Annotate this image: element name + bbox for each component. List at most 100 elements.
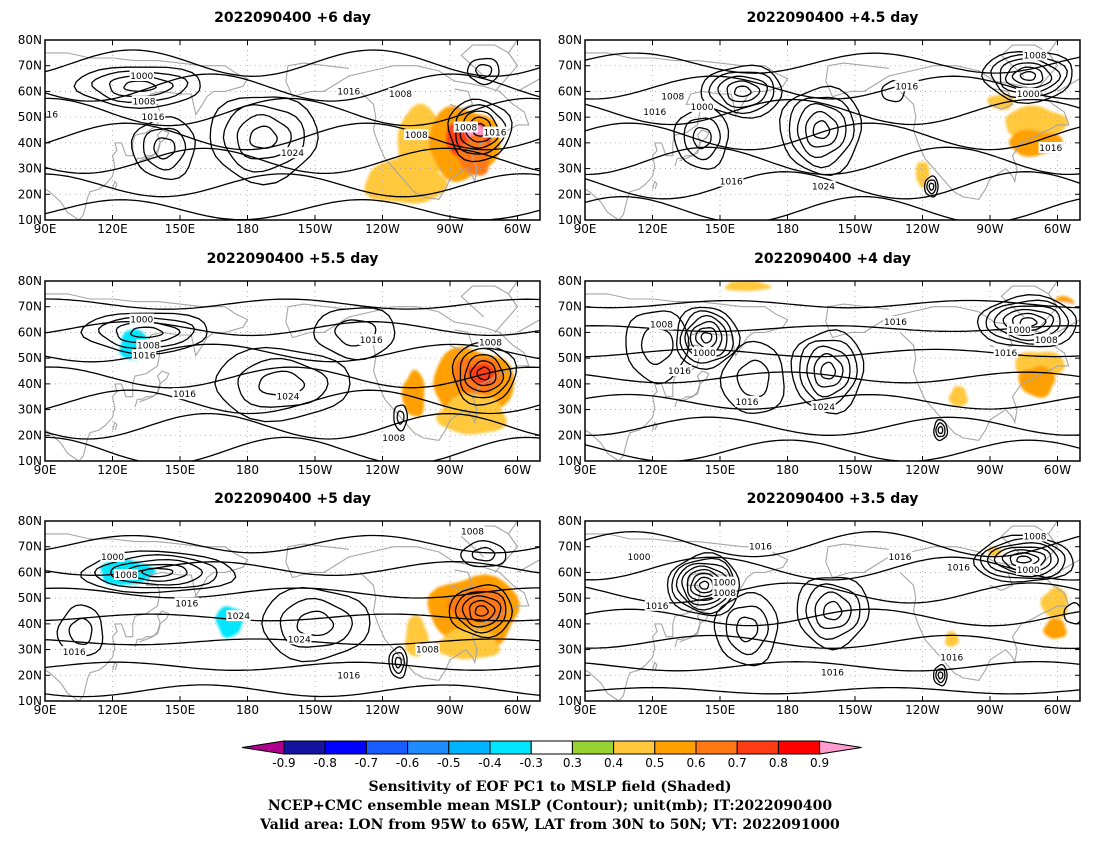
shade-blob <box>297 207 352 220</box>
closed-isobar <box>261 586 371 663</box>
coastline <box>460 44 519 92</box>
isobar <box>45 436 540 461</box>
contour-label-bg <box>100 551 125 562</box>
closed-isobar <box>130 116 196 181</box>
panel-frame <box>44 280 541 462</box>
isobar <box>585 531 1080 558</box>
closed-isobar <box>725 605 769 656</box>
lat-tick-label: 50N <box>18 351 42 365</box>
coastline <box>111 180 118 190</box>
closed-isobar <box>790 329 865 415</box>
isobar <box>45 412 540 440</box>
lat-tick-label: 60N <box>18 565 42 579</box>
isobar <box>585 122 1080 151</box>
map-area: 1000 1008 1016 016 1016 1008 1008 1008 1016 1024 <box>41 40 540 220</box>
contour-label: 1008 <box>713 589 736 599</box>
lat-tick-label: 20N <box>558 187 582 201</box>
contour-label: 1008 <box>115 571 138 581</box>
lon-tick-label: 180 <box>776 463 799 477</box>
contour-label-bg <box>820 666 845 678</box>
lon-tick-label: 120W <box>905 222 940 236</box>
contour-label-bg <box>894 80 919 92</box>
closed-isobar <box>684 314 728 358</box>
contour-label: 1000 <box>1017 566 1040 576</box>
contour-labels: 1000101610001008101610161016100810001016… <box>626 530 1048 679</box>
shade-blob <box>260 444 323 461</box>
lon-tick-label: 120W <box>365 222 400 236</box>
contour-label-bg <box>453 121 478 133</box>
contour-label: 1016 <box>643 108 666 118</box>
contour-label: 1016 <box>720 177 743 187</box>
contour-label: 1016 <box>940 653 963 663</box>
contour-label-bg <box>712 587 737 598</box>
closed-isobar <box>683 117 721 161</box>
contour-label: 1000 <box>693 349 716 359</box>
contour-label: 1016 <box>994 349 1017 359</box>
closed-isobar <box>733 85 752 98</box>
shade-blob <box>685 46 741 73</box>
contour-label-bg <box>275 390 301 402</box>
closed-isobar <box>466 57 500 86</box>
lat-tick-label: 30N <box>18 162 42 176</box>
coastline <box>134 129 170 167</box>
lon-tick-label: 150W <box>838 222 873 236</box>
lon-tick-label: 150W <box>298 703 333 717</box>
colorbar-label: -0.3 <box>519 756 542 770</box>
coastline <box>1047 521 1080 573</box>
contour-label-bg <box>649 318 674 330</box>
panel-frame <box>584 520 1081 702</box>
lon-tick-label: 120W <box>365 703 400 717</box>
contour-label: 016 <box>41 111 58 121</box>
lon-tick-label: 90W <box>436 463 463 477</box>
colorbar-label: -0.8 <box>313 756 336 770</box>
contour-label: 1024 <box>281 149 304 159</box>
lon-tick-label: 90E <box>34 222 57 236</box>
contour-label-bg <box>1007 323 1032 335</box>
coastline <box>825 543 1070 681</box>
closed-isobar <box>717 75 769 109</box>
lon-tick-label: 120E <box>637 703 668 717</box>
contour-label-bg <box>129 70 154 81</box>
lat-tick-label: 40N <box>558 377 582 391</box>
lon-tick-label: 60W <box>504 703 531 717</box>
colorbar-label: -0.7 <box>355 756 378 770</box>
contour-label: 1016 <box>889 553 912 563</box>
closed-isobar <box>396 410 405 425</box>
shade-blob <box>1018 365 1056 398</box>
closed-isobar <box>91 70 189 103</box>
lon-tick-label: 150E <box>705 463 736 477</box>
closed-isobar <box>932 663 948 687</box>
closed-isobar <box>236 113 292 160</box>
colorbar-box <box>489 740 532 755</box>
contour-label-bg <box>1016 88 1041 99</box>
isobar <box>45 298 540 310</box>
coastline <box>449 569 474 592</box>
closed-isobar <box>1019 317 1038 327</box>
contour-label: 1016 <box>484 129 507 139</box>
contour-label-bg <box>1034 334 1059 346</box>
lat-tick-label: 40N <box>558 136 582 150</box>
contour-label: 1008 <box>461 527 484 537</box>
closed-isobar <box>98 316 196 350</box>
contour-label-bg <box>946 561 971 573</box>
contour-label-bg <box>136 339 161 351</box>
colorbar-box <box>695 740 738 755</box>
closed-isobar <box>671 557 736 615</box>
coastline <box>651 661 658 671</box>
lat-tick-label: 70N <box>18 300 42 314</box>
panel-title: 2022090400 +6 day <box>214 10 371 26</box>
shade-blob <box>267 560 290 587</box>
isobar <box>45 389 540 415</box>
colorbar-label: -0.6 <box>396 756 419 770</box>
colorbar-label: 0.5 <box>645 756 664 770</box>
lat-tick-label: 70N <box>558 59 582 73</box>
contour-label: 1000 <box>1008 326 1031 336</box>
contour-label: 1000 <box>101 553 124 563</box>
closed-isobar <box>686 568 725 602</box>
shade-blob <box>948 386 968 407</box>
shade-blob <box>855 209 893 220</box>
coastline <box>1047 40 1080 92</box>
map-area: 1000 1008 1016 1016 1024 1024 1016 1008 1008 <box>45 521 540 701</box>
